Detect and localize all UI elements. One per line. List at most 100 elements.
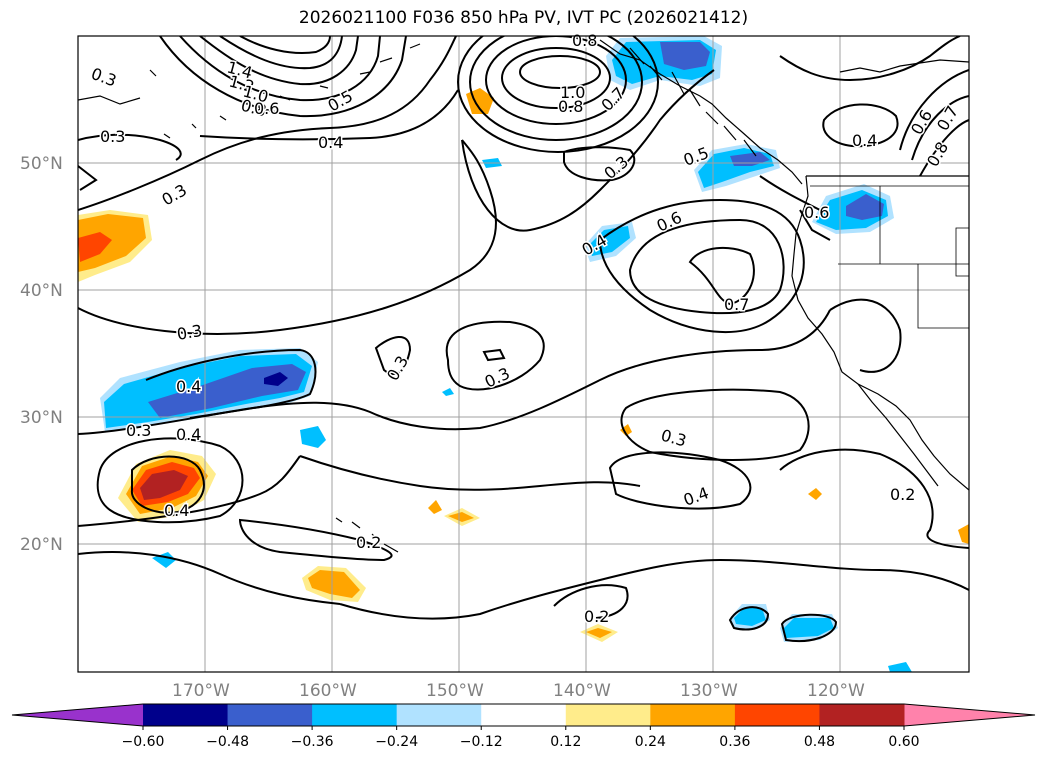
contour-ne-2 [899,69,969,151]
shade-orange-3 [428,500,442,514]
contour-02-south [78,455,641,527]
aleutians [149,43,421,139]
coastlines [78,39,969,553]
contour-ne-3 [911,95,969,161]
clabel-27: 0.4 [176,425,201,444]
clabel-9: 0.4 [318,133,343,152]
contour-03-mid [78,139,497,335]
lat-label-50: 50°N [20,154,63,174]
contour-03-oval [620,388,810,461]
shade-positive-south-core [140,470,188,500]
clabel-11: 0.8 [572,31,597,50]
colorbar-box [819,704,905,726]
clabel-34: 0.2 [890,485,915,504]
clabel-15: 0.3 [600,152,632,183]
contour-ne-4 [919,119,969,177]
contour-03-blob [96,437,244,524]
clabel-12: 1.0 [560,83,585,102]
clabel-29: 0.3 [659,426,689,451]
clabel-8: 0.3 [100,127,125,146]
colorbar-box [143,704,229,726]
lat-label-30: 30°N [20,408,63,428]
contour-07-inner [688,246,755,306]
hawaii [335,517,399,553]
lon-label-150w: 150°W [426,681,484,701]
colorbar: −0.60 −0.48 −0.36 −0.24 −0.12 0.12 0.24 0.36 0.4… [11,703,1036,750]
shade-negative-se-2-mid [784,618,834,638]
contour-08-coast [759,175,831,241]
shade-negative-40n-mid [588,226,630,256]
colorbar-tick-label: −0.24 [375,734,418,750]
colorbar-box [565,704,651,726]
clabel-20: 0.4 [852,131,877,150]
shade-negative-band-core [264,372,288,386]
shade-orange-5 [808,488,822,500]
contour-03-right [829,298,902,373]
shade-positive-west-inner [78,214,146,272]
clabel-35: 0.2 [584,607,609,626]
clabel-6: 0.6 [254,99,279,118]
contour-04-tiny [482,348,506,362]
lon-label-170w: 170°W [172,681,230,701]
contour-03-nw-edge [78,133,182,161]
coast-west-us [791,175,969,491]
shade-orange-6 [620,424,632,436]
contour-se-oval [728,606,838,642]
contour-07 [628,218,785,315]
colorbar-tick-label: −0.36 [291,734,334,750]
shading-layer [78,36,969,672]
contour-nw-5 [239,36,331,54]
clabel-26: 0.3 [126,421,151,440]
contour-04-small [374,336,412,375]
clabel-19: 0.6 [804,203,829,222]
shade-orange-hawaii-inner [308,570,360,598]
lon-label-130w: 130°W [680,681,738,701]
shade-negative-se-3 [888,662,912,672]
contour-04-blob [130,455,205,514]
colorbar-tick-label: 0.60 [888,734,919,750]
colorbar-box [227,704,313,726]
colorbar-tick-label: −0.48 [206,734,249,750]
contour-02-right [779,448,969,549]
contour-02-bottom [339,558,969,620]
clabel-22: 0.7 [933,102,962,134]
map-frame [77,35,970,673]
coast-greenland-mainland [839,59,969,73]
shade-positive-west-core [78,232,112,262]
clabel-32: 0.4 [681,483,711,510]
clabel-24: 0.3 [175,321,203,344]
contour-04-north [199,89,459,141]
contour-nw-1 [199,36,359,86]
shade-negative-se-1-mid [734,608,766,626]
contour-03-mid-2 [461,69,715,232]
shade-negative-alaska-dark [660,42,710,70]
contour-alaska-low-2 [485,36,627,125]
colorbar-tick-label: 0.24 [635,734,666,750]
contours [78,36,969,642]
coast-baja [857,383,939,487]
contour-03-band-box [145,348,317,419]
clabel-7: 0.5 [325,86,357,115]
clabel-25: 0.4 [176,377,201,396]
contour-06 [598,198,805,334]
colorbar-extend-high [904,704,1035,726]
lon-label-160w: 160°W [299,681,357,701]
contour-04-south [608,451,752,510]
colorbar-tick-label: 0.12 [550,734,581,750]
lat-label-40: 40°N [20,281,63,301]
colorbar-box [734,704,820,726]
shade-orange-2-inner [448,512,474,522]
shade-negative-tiny-2 [442,388,454,396]
shade-orange-4-inner [586,628,612,638]
clabel-1: 0.3 [89,64,119,91]
contour-03-west [78,36,457,211]
colorbar-extend-low [12,704,143,726]
contour-02-lower [78,518,393,605]
contour-small-05 [563,146,636,182]
coast-russia [78,95,141,105]
contour-alaska-low-1 [501,47,611,109]
clabel-31: 0.4 [164,501,189,520]
clabel-21: 0.6 [907,106,936,138]
colorbar-tick-label: −0.60 [122,734,165,750]
